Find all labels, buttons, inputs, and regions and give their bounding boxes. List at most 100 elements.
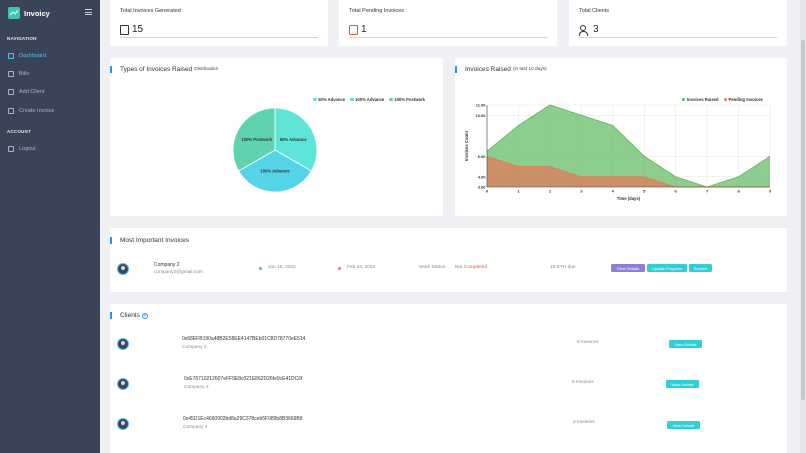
legend-label: 100% Postwork — [394, 97, 425, 102]
legend-item[interactable]: 100% Postwork — [389, 97, 425, 102]
date-dot — [259, 267, 262, 270]
sidebar: Invoicy NAVIGATION Dashboard Bills Add C… — [0, 0, 100, 453]
invoicy-logo-icon — [8, 7, 20, 19]
y-tick-label: 4.00 — [478, 174, 487, 179]
x-axis-label: Time (days) — [617, 196, 641, 201]
issue-date: Jan 15, 2022 — [268, 265, 296, 270]
stat-card-pending-invoices: Total Pending Invoices 1 — [339, 0, 557, 46]
sidebar-item-add-client[interactable]: Add Client — [8, 89, 44, 95]
account-heading: ACCOUNT — [7, 129, 31, 134]
x-tick-label: 8 — [737, 189, 740, 194]
legend-swatch — [313, 97, 317, 102]
area-legend: Invoices Raised Pending Invoices — [681, 97, 763, 102]
section-title: Clients + — [110, 312, 148, 319]
work-status-label: Work Status: — [419, 265, 447, 270]
stat-value: 3 — [593, 24, 599, 35]
y-tick-label: 6.00 — [478, 154, 487, 159]
avatar — [117, 378, 129, 390]
avatar — [117, 418, 129, 430]
stat-value: 1 — [361, 24, 367, 35]
brand[interactable]: Invoicy — [8, 7, 50, 19]
types-chart-card: Types of Invoices Raised Distribution 50… — [109, 58, 443, 216]
add-client-icon[interactable]: + — [141, 312, 148, 319]
menu-toggle-icon[interactable] — [85, 9, 92, 17]
pie-slice — [238, 149, 312, 193]
x-tick-label: 6 — [675, 189, 678, 194]
section-title: Invoices Raised (in last 10 days) — [455, 66, 547, 73]
legend-item[interactable]: Pending Invoices — [723, 97, 763, 102]
avatar — [117, 263, 129, 275]
bills-icon — [8, 71, 14, 77]
update-progress-button[interactable]: Update Progress — [647, 264, 687, 272]
view-details-button[interactable]: View Details — [669, 340, 702, 348]
view-details-button[interactable]: View Details — [667, 421, 700, 429]
add-user-icon — [8, 89, 14, 95]
stat-value-row: 15 — [120, 24, 143, 35]
y-tick-label: 10.00 — [475, 113, 486, 118]
clients-title: Clients — [120, 312, 140, 319]
x-tick-label: 0 — [486, 189, 489, 194]
area-chart: 3.00 4.00 6.00 10.00 11.00 0 1 2 3 4 5 6 7 8 9 Time (da… — [464, 103, 772, 202]
legend-swatch — [681, 97, 686, 102]
x-tick-label: 3 — [580, 189, 583, 194]
legend-label: 50% Advance — [318, 97, 346, 102]
logout-icon — [8, 146, 14, 152]
scrollbar-thumb[interactable] — [801, 40, 805, 400]
due-date: Feb 24, 2022 — [347, 265, 376, 270]
client-address: 0x45D1Ec4660902bd8a29C378ceb5F089b8B3669… — [183, 416, 303, 422]
stat-card-total-clients: Total Clients 3 — [569, 0, 787, 46]
file-icon — [8, 108, 14, 114]
raised-chart-title: Invoices Raised — [465, 66, 511, 73]
legend-item[interactable]: 100% Advance — [350, 97, 384, 102]
sidebar-item-create-invoice[interactable]: Create Invoice — [8, 108, 54, 114]
nav-heading: NAVIGATION — [7, 36, 37, 41]
company-name: Company 2 — [154, 262, 180, 268]
legend-label: Pending Invoices — [728, 97, 763, 102]
raised-chart-subtitle: (in last 10 days) — [512, 67, 547, 72]
sidebar-item-logout[interactable]: Logout — [8, 146, 36, 152]
view-details-button[interactable]: View Details — [666, 380, 699, 388]
page-scrollbar[interactable] — [800, 0, 806, 453]
sidebar-item-label: Dashboard — [19, 53, 46, 59]
pie-chart: 50% Advance 100% Advance 100% Postwork — [232, 107, 318, 193]
sidebar-item-label: Bills — [19, 71, 30, 77]
sidebar-item-bills[interactable]: Bills — [8, 71, 29, 77]
series-area — [487, 156, 770, 187]
legend-item[interactable]: 50% Advance — [313, 97, 345, 102]
client-company: Company 2 — [182, 345, 207, 350]
pending-document-icon — [349, 24, 358, 35]
sidebar-item-dashboard[interactable]: Dashboard — [8, 53, 46, 59]
client-invoice-count: 2 Invoices — [573, 420, 595, 425]
series-line — [486, 104, 771, 188]
section-title: Most Important Invoices — [110, 237, 189, 244]
x-tick-label: 9 — [769, 189, 772, 194]
remind-button[interactable]: Remind — [689, 264, 712, 272]
types-chart-title: Types of Invoices Raised — [120, 66, 193, 73]
view-details-button[interactable]: View Details — [611, 264, 645, 272]
x-tick-label: 5 — [643, 189, 646, 194]
raised-chart-card: Invoices Raised (in last 10 days) Invoic… — [455, 58, 787, 216]
client-company: Company 4 — [183, 425, 208, 430]
stat-value: 15 — [132, 24, 144, 35]
stat-title: Total Invoices Generated — [120, 8, 181, 14]
users-icon — [579, 24, 590, 36]
stat-value-row: 3 — [579, 24, 599, 36]
divider — [579, 37, 777, 38]
document-icon — [120, 24, 129, 35]
types-chart-subtitle: Distribution — [194, 67, 219, 72]
x-tick-label: 1 — [517, 189, 520, 194]
legend-label: 100% Advance — [355, 97, 385, 102]
important-title: Most Important Invoices — [120, 237, 189, 244]
date-dot — [338, 267, 341, 270]
work-status-value: Not Completed — [455, 265, 487, 270]
sidebar-item-label: Create Invoice — [19, 108, 55, 114]
stat-card-total-invoices: Total Invoices Generated 15 — [110, 0, 328, 46]
x-tick-label: 4 — [612, 189, 615, 194]
y-tick-label: 11.00 — [476, 103, 487, 108]
legend-swatch — [723, 97, 728, 102]
slice-label: 100% Advance — [260, 169, 290, 174]
legend-item[interactable]: Invoices Raised — [681, 97, 719, 102]
legend-label: Invoices Raised — [686, 97, 719, 102]
pie-slice — [232, 107, 276, 172]
sidebar-item-label: Add Client — [19, 89, 45, 95]
